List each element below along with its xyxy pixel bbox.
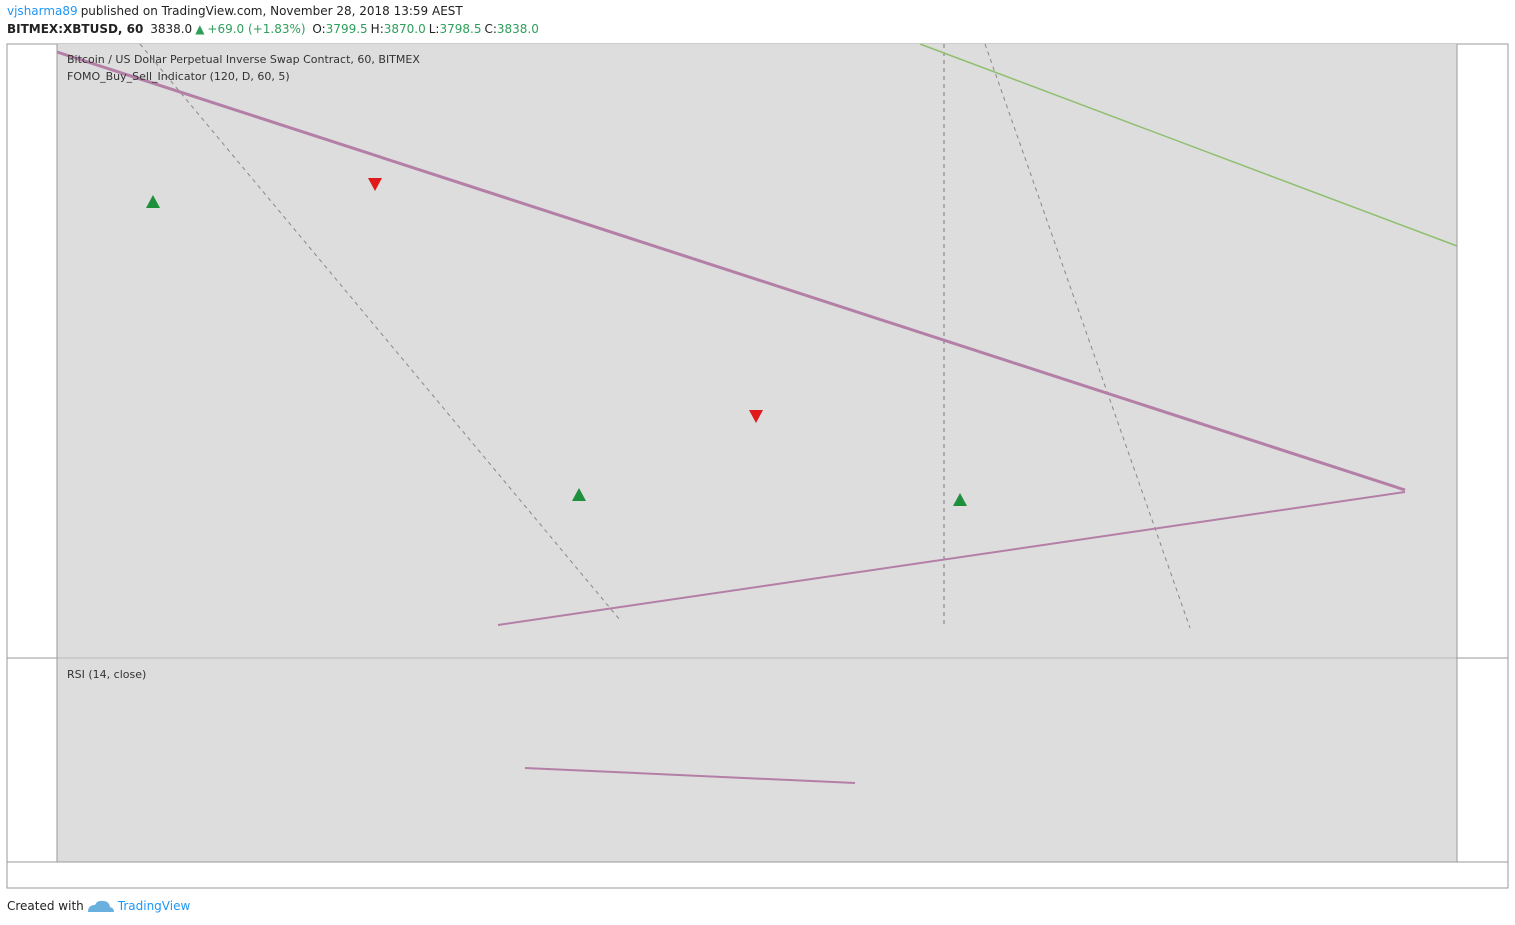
ohlc-key: C: (484, 22, 497, 36)
buy-signal (572, 488, 586, 501)
footer: Created with TradingView (7, 899, 190, 913)
trend-line (919, 43, 1458, 247)
brand[interactable]: TradingView (117, 899, 191, 913)
last-price: 3838.0 (150, 22, 193, 36)
author[interactable]: vjsharma89 (7, 4, 78, 18)
fib-trend (139, 43, 621, 621)
ohlc-value: 3798.5 (439, 22, 482, 36)
logo-cloud (88, 900, 114, 912)
rsi-pane (57, 659, 1457, 862)
ohlc-value: 3838.0 (496, 22, 539, 36)
chart-title: Bitcoin / US Dollar Perpetual Inverse Sw… (67, 53, 420, 66)
rsi-trend-line (524, 767, 856, 784)
buy-signal (146, 195, 160, 208)
ohlc-key: H: (370, 22, 384, 36)
tv-logo (88, 900, 114, 912)
symbol-line: BITMEX:XBTUSD, 60 3838.0 ▲ +69.0 (+1.83%) … (7, 22, 545, 36)
ohlc: O:3799.5 H:3870.0 L:3798.5 C:3838.0 (312, 22, 542, 36)
trend-line (497, 491, 1406, 626)
change: +69.0 (+1.83%) (207, 22, 306, 36)
trend-line (56, 50, 1406, 492)
rsi-title: RSI (14, close) (67, 668, 146, 681)
publish-line: vjsharma89 published on TradingView.com, … (7, 4, 466, 18)
signals (146, 178, 967, 506)
sell-signal (749, 410, 763, 423)
buy-signal (953, 493, 967, 506)
ohlc-value: 3799.5 (325, 22, 368, 36)
drawings (56, 43, 1458, 629)
ohlc-key: O: (312, 22, 326, 36)
fib-trend (984, 43, 1191, 629)
price-pane (57, 44, 1457, 657)
created-with: Created with (7, 899, 84, 913)
symbol: BITMEX:XBTUSD, 60 (7, 22, 144, 36)
indicator-title: FOMO_Buy_Sell_Indicator (120, D, 60, 5) (67, 70, 290, 83)
sell-signal (368, 178, 382, 191)
change-arrow: ▲ (195, 22, 205, 36)
published: published on TradingView.com, November 2… (80, 4, 463, 18)
ohlc-value: 3870.0 (383, 22, 426, 36)
ohlc-key: L: (428, 22, 440, 36)
